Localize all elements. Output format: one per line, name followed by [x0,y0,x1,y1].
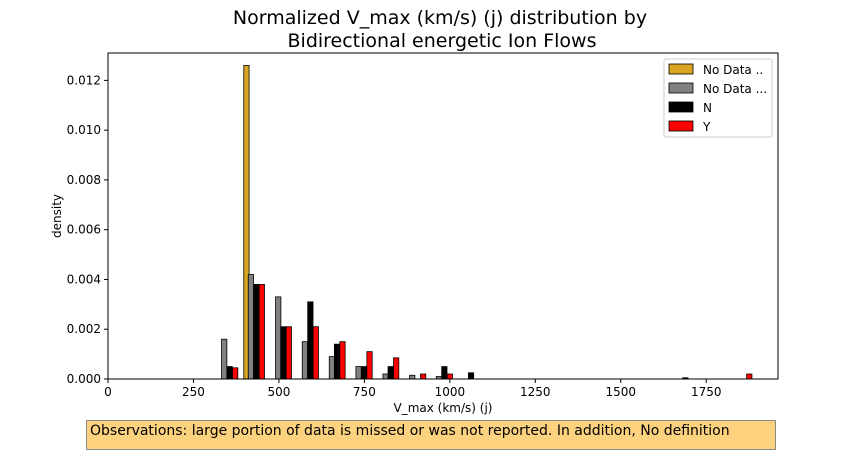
histogram-bars [221,65,753,380]
legend-frame [663,58,773,138]
bar-series-2 [360,366,368,380]
bar-series-1 [301,341,308,380]
x-tick-label: 1750 [691,385,722,399]
bar-series-1 [382,373,389,380]
x-axis-label: V_max (km/s) (j) [394,401,493,415]
bar-series-1 [247,274,254,380]
x-axis-ticks: 0 250 500 750 1000 1250 1500 1750 [104,379,721,399]
bar-series-1 [355,366,362,380]
bar-series-3 [258,284,265,380]
x-tick-label: 0 [104,385,112,399]
bar-series-3 [232,367,239,380]
bar-series-1 [328,356,335,380]
bar-series-3 [312,326,319,380]
chart-title-line-2: Bidirectional energetic Ion Flows [288,30,597,52]
legend-swatch [668,82,694,94]
legend-swatch [668,63,694,75]
bar-series-2 [467,372,475,380]
bar-series-2 [387,366,394,380]
bar-series-2 [441,366,448,380]
legend: No Data .. No Data ... NY [663,58,773,138]
y-tick-label: 0.010 [67,123,101,137]
legend-swatch [668,101,694,113]
bar-series-2 [307,301,314,380]
bar-series-1 [221,338,228,380]
bar-series-3 [393,357,400,380]
x-tick-label: 750 [353,385,376,399]
plot-area-frame [107,52,779,380]
legend-label: N [703,101,712,115]
bar-series-1 [275,296,282,380]
bar-series-3 [746,373,753,380]
y-axis-ticks: 0.000 0.002 0.004 0.006 0.008 0.010 0.012 [67,73,108,386]
legend-label: No Data ... [703,82,767,96]
chart-title-line-1: Normalized V_max (km/s) (j) distribution… [233,7,647,29]
y-tick-label: 0.008 [67,173,101,187]
bar-series-2 [253,284,260,380]
bar-series-3 [420,373,427,380]
bar-series-1 [409,374,416,380]
bar-series-2 [280,326,287,380]
bar-series-3 [366,351,373,380]
y-tick-label: 0.002 [67,322,101,336]
bar-series-2 [333,343,341,380]
y-tick-label: 0.000 [67,372,101,386]
x-tick-label: 1250 [520,385,551,399]
y-tick-label: 0.012 [67,73,101,87]
x-tick-label: 250 [182,385,205,399]
y-tick-label: 0.004 [67,272,101,286]
x-tick-label: 1000 [435,385,466,399]
legend-label: Y [702,120,711,134]
x-tick-label: 1500 [605,385,636,399]
y-axis-label: density [50,194,64,238]
bar-series-3 [446,373,453,380]
bar-series-3 [285,326,292,380]
bar-series-2 [226,366,233,380]
legend-swatch [668,120,694,132]
figure: Normalized V_max (km/s) (j) distribution… [50,7,779,415]
bar-series-3 [339,341,346,380]
observations-note: Observations: large portion of data is m… [86,420,776,450]
legend-label: No Data .. [703,63,763,77]
y-tick-label: 0.006 [67,223,101,237]
x-tick-label: 500 [267,385,290,399]
